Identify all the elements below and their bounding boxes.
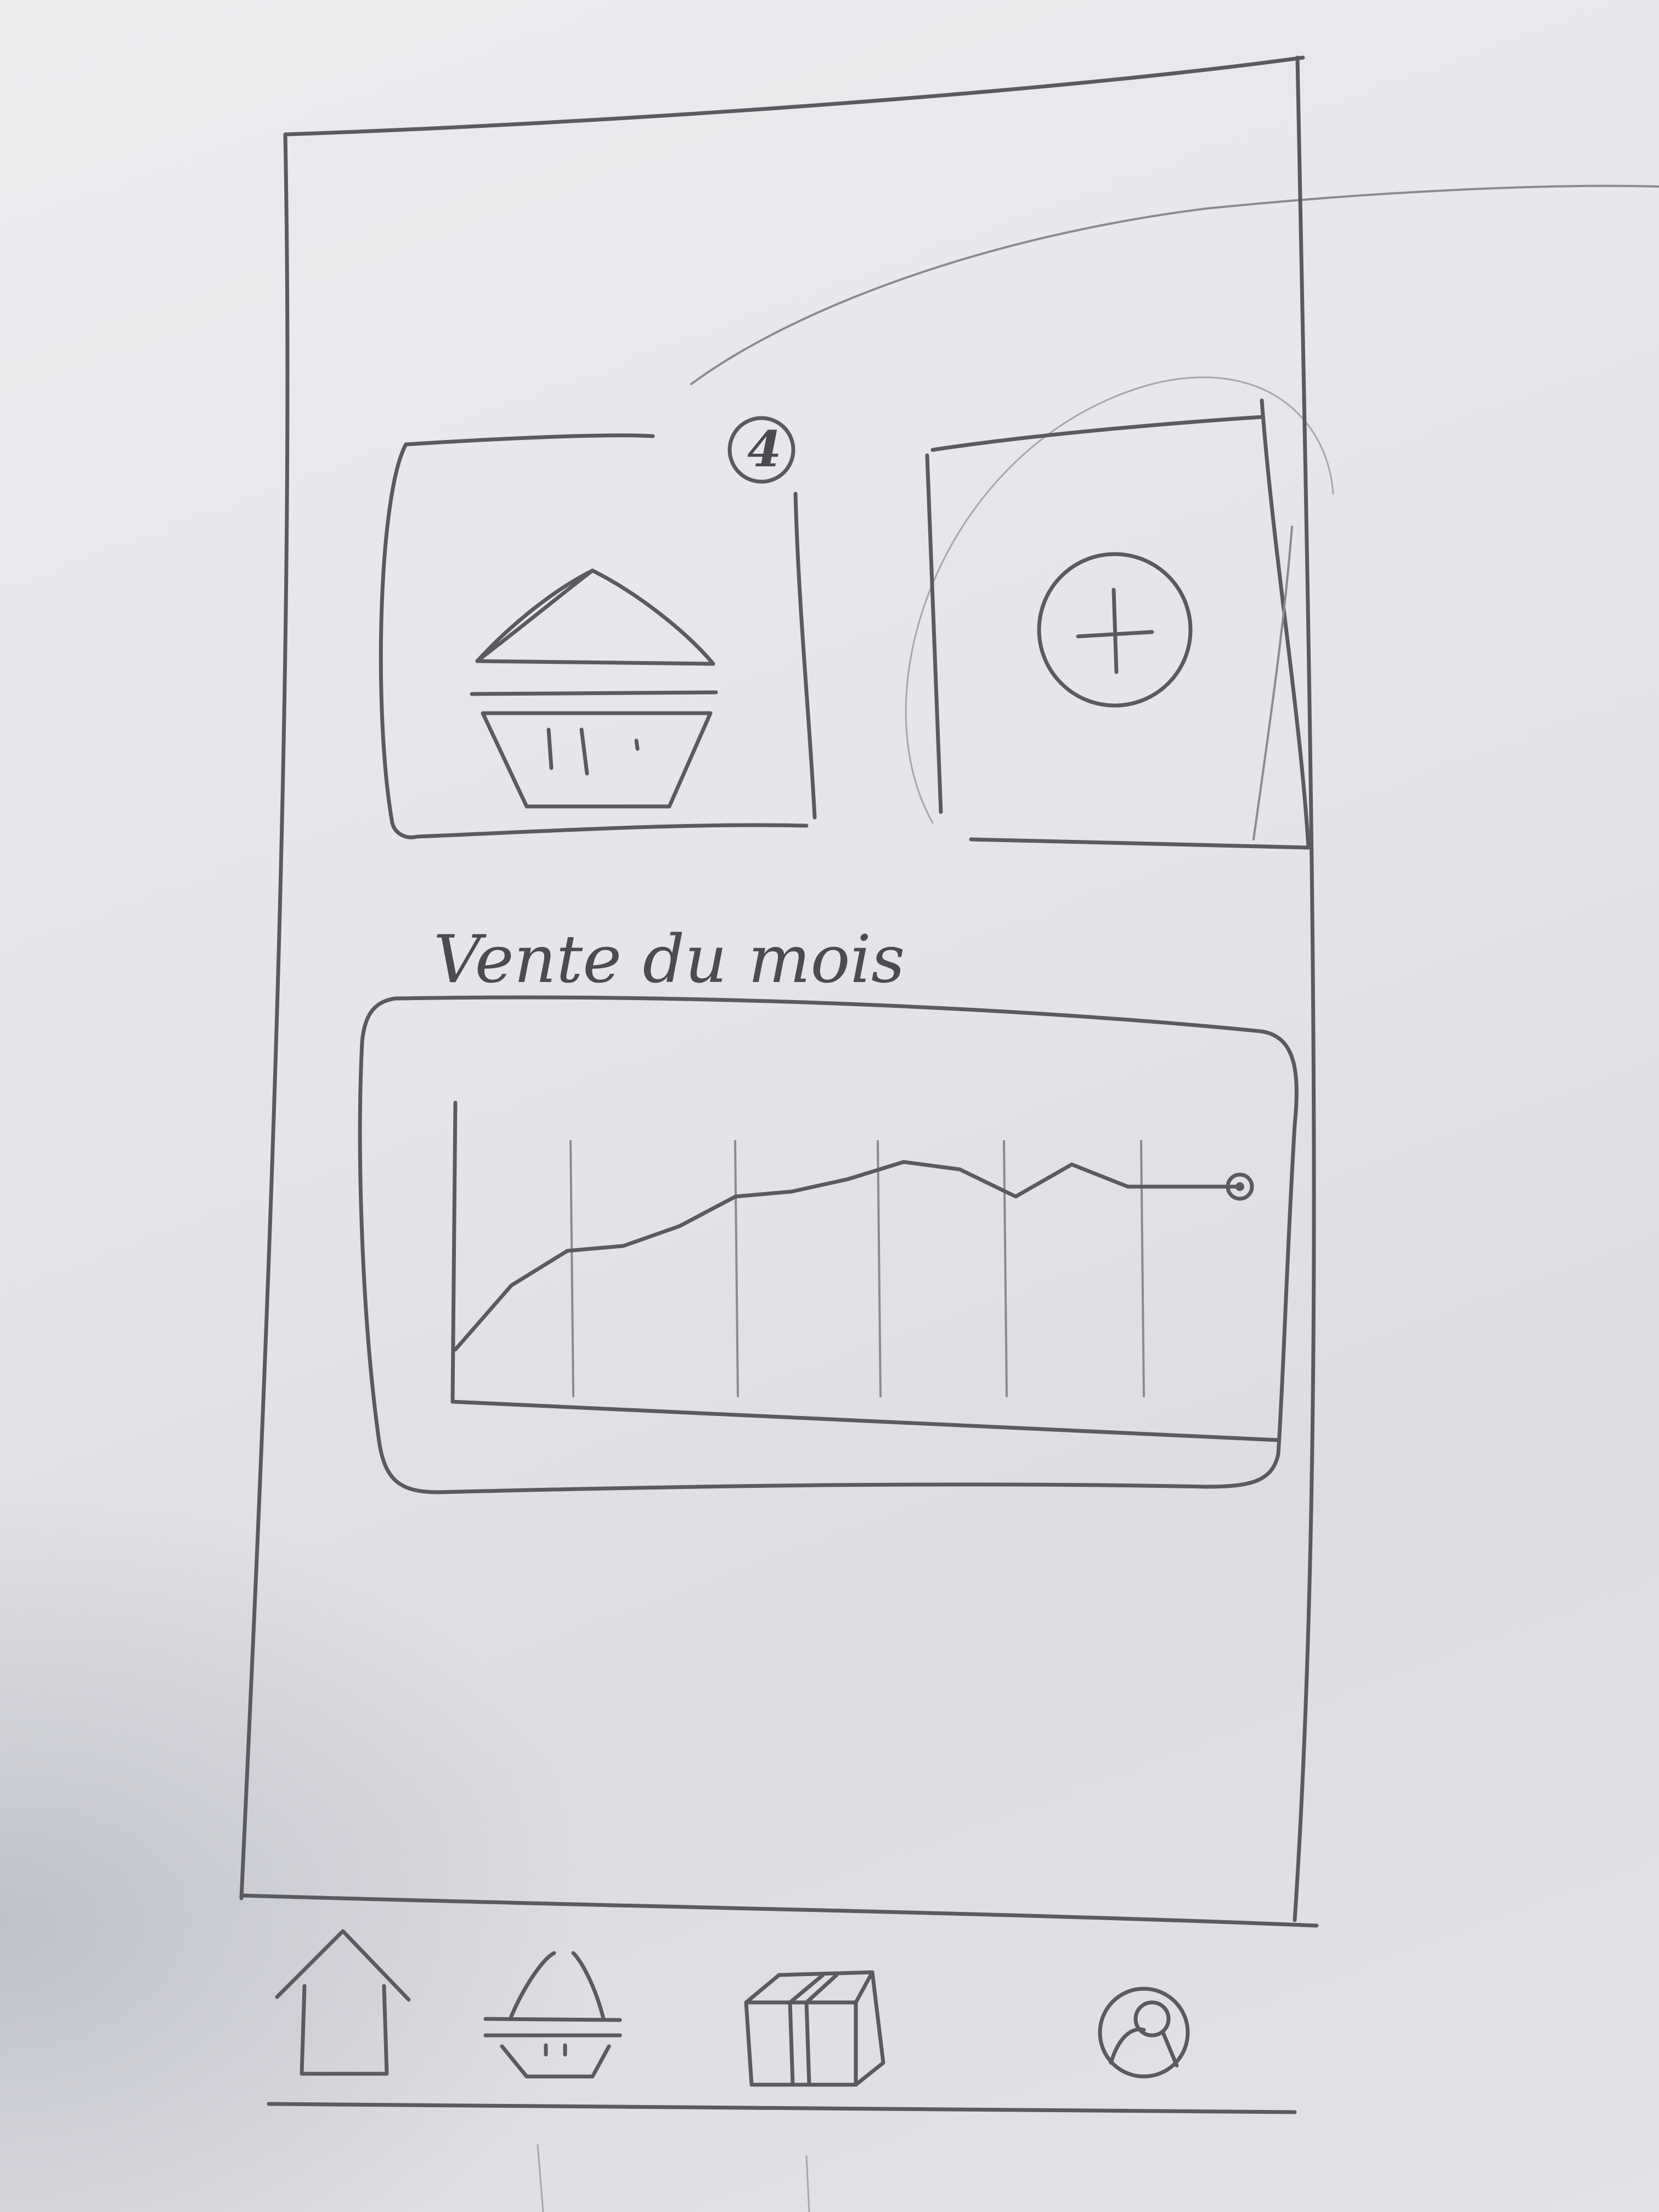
chart-point <box>454 1348 456 1351</box>
chart-point <box>847 1178 849 1181</box>
section-title: Vente du mois <box>433 922 905 998</box>
basket-icon <box>483 1951 622 2079</box>
chart-point <box>790 1190 793 1193</box>
nav-basket[interactable] <box>483 1951 622 2079</box>
sales-chart-card <box>358 995 1299 1494</box>
home-icon <box>275 1929 411 2076</box>
chart-point <box>958 1168 961 1171</box>
chart-gridline <box>569 1140 574 1397</box>
box-icon <box>744 1970 885 2087</box>
chart-point <box>902 1161 905 1163</box>
chart-point <box>566 1250 569 1252</box>
phone-frame <box>239 55 1319 2114</box>
chart-point <box>734 1195 737 1198</box>
nav-profile[interactable] <box>1098 1987 1190 2079</box>
plus-circle-icon <box>1037 552 1193 708</box>
nav-home[interactable] <box>275 1929 411 2076</box>
chart-gridline <box>1140 1140 1145 1397</box>
basket-tile[interactable] <box>379 433 817 839</box>
sales-line-chart <box>450 1101 1280 1442</box>
chart-point <box>1070 1163 1073 1166</box>
stray-pencil-curve <box>690 184 1659 385</box>
chart-y-axis <box>450 1101 458 1404</box>
chart-point <box>1126 1186 1129 1188</box>
chart-point <box>678 1225 681 1227</box>
chart-point <box>510 1284 513 1286</box>
stray-pencil-arc <box>905 376 1334 824</box>
basket-icon <box>470 568 718 809</box>
add-tile[interactable] <box>925 398 1311 850</box>
chart-x-axis <box>450 1400 1280 1442</box>
chart-point <box>1182 1186 1185 1188</box>
badge-count: 4 <box>747 420 782 478</box>
stray-pencil-tail <box>537 2144 810 2212</box>
user-icon <box>1098 1987 1190 2079</box>
chart-point <box>622 1245 625 1247</box>
bottom-navigation <box>275 1929 1190 2087</box>
notification-badge: 4 <box>727 416 795 484</box>
chart-end-marker-dot <box>1235 1182 1244 1191</box>
chart-gridline <box>877 1140 882 1397</box>
chart-gridline <box>734 1140 739 1397</box>
chart-point <box>1014 1195 1017 1198</box>
nav-inventory[interactable] <box>744 1970 885 2087</box>
chart-end-marker <box>1226 1172 1254 1201</box>
paper-shadow <box>0 1481 603 2212</box>
chart-gridline <box>1003 1140 1008 1397</box>
